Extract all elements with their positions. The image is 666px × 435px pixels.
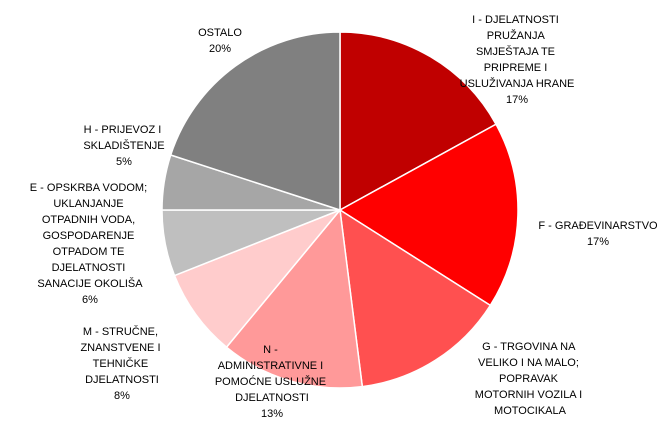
pie-slice [169, 31, 341, 212]
value-label: 17% [587, 236, 609, 248]
value-label: 17% [506, 94, 528, 106]
slice-label: F - GRAĐEVINARSTVO [538, 220, 658, 232]
pie-slice [338, 123, 519, 307]
value-label: 13% [261, 408, 283, 420]
slice-label: OSTALO [198, 27, 242, 39]
value-label: 20% [209, 43, 231, 55]
pie-slice [339, 208, 492, 388]
pie-slice [225, 208, 364, 389]
pie-slice [173, 209, 341, 349]
value-label: 6% [82, 294, 98, 306]
slice-label: I - DJELATNOSTI PRUŽANJA SMJEŠTAJA TE PR… [460, 14, 575, 90]
slice-label: H - PRIJEVOZ I SKLADIŠTENJE [83, 124, 164, 152]
slice-label: N - ADMINISTRATIVNE I POMOĆNE USLUŽNE DJ… [215, 344, 329, 404]
slice-label: M - STRUČNE, ZNANSTVENE I TEHNIČKE DJELA… [80, 325, 163, 386]
value-label: 5% [116, 156, 132, 168]
value-label: 8% [114, 390, 130, 402]
slice-label: E - OPSKRBA VODOM; UKLANJANJE OTPADNIH V… [30, 182, 150, 290]
slice-label: G - TRGOVINA NA VELIKO I NA MALO; POPRAV… [475, 341, 585, 417]
pie-slice [339, 31, 498, 212]
